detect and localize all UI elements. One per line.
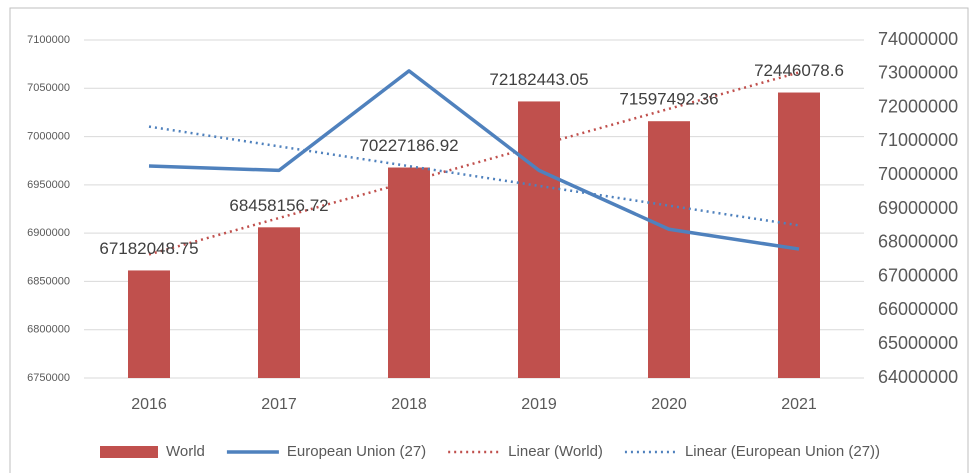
y-tick-label: 6750000 bbox=[27, 372, 70, 384]
y2-tick-label: 73000000 bbox=[878, 63, 958, 83]
y2-tick-label: 65000000 bbox=[878, 333, 958, 353]
legend-swatch bbox=[100, 446, 158, 458]
bar bbox=[388, 167, 430, 378]
line bbox=[148, 69, 800, 251]
y-tick-label: 6950000 bbox=[27, 179, 70, 191]
legend-label: Linear (European Union (27)) bbox=[685, 443, 880, 460]
data-label: 72446078.6 bbox=[754, 61, 844, 80]
data-label: 71597492.36 bbox=[619, 90, 718, 109]
y-tick-label: 6800000 bbox=[27, 324, 70, 336]
y2-tick-label: 64000000 bbox=[878, 367, 958, 387]
trendline bbox=[148, 71, 800, 256]
y-tick-label: 7100000 bbox=[27, 34, 70, 46]
y-tick-label: 7050000 bbox=[27, 82, 70, 94]
y2-tick-label: 68000000 bbox=[878, 232, 958, 252]
bar bbox=[648, 121, 690, 378]
y-tick-label: 6900000 bbox=[27, 227, 70, 239]
bar bbox=[518, 101, 560, 379]
y2-tick-label: 72000000 bbox=[878, 96, 958, 116]
legend-label: Linear (World) bbox=[508, 443, 603, 460]
y2-tick-label: 67000000 bbox=[878, 265, 958, 285]
x-tick-label: 2018 bbox=[391, 396, 427, 413]
bar bbox=[778, 92, 820, 378]
y2-tick-label: 66000000 bbox=[878, 299, 958, 319]
x-tick-label: 2017 bbox=[261, 396, 297, 413]
y-tick-label: 6850000 bbox=[27, 275, 70, 287]
trendline bbox=[148, 125, 800, 227]
y2-tick-label: 70000000 bbox=[878, 164, 958, 184]
data-label: 68458156.72 bbox=[229, 196, 328, 215]
y2-tick-label: 69000000 bbox=[878, 198, 958, 218]
bar bbox=[128, 270, 170, 378]
data-label: 70227186.92 bbox=[359, 136, 458, 155]
chart-border bbox=[9, 7, 969, 473]
bar bbox=[258, 227, 300, 378]
x-tick-label: 2021 bbox=[781, 396, 817, 413]
y2-tick-label: 71000000 bbox=[878, 130, 958, 150]
data-label: 72182443.05 bbox=[489, 70, 588, 89]
legend-label: World bbox=[166, 443, 205, 460]
y-tick-label: 7000000 bbox=[27, 130, 70, 142]
x-tick-label: 2019 bbox=[521, 396, 557, 413]
x-tick-label: 2016 bbox=[131, 396, 167, 413]
data-label: 67182048.75 bbox=[99, 239, 198, 258]
legend-label: European Union (27) bbox=[287, 443, 426, 460]
x-tick-label: 2020 bbox=[651, 396, 687, 413]
y2-tick-label: 74000000 bbox=[878, 29, 958, 49]
